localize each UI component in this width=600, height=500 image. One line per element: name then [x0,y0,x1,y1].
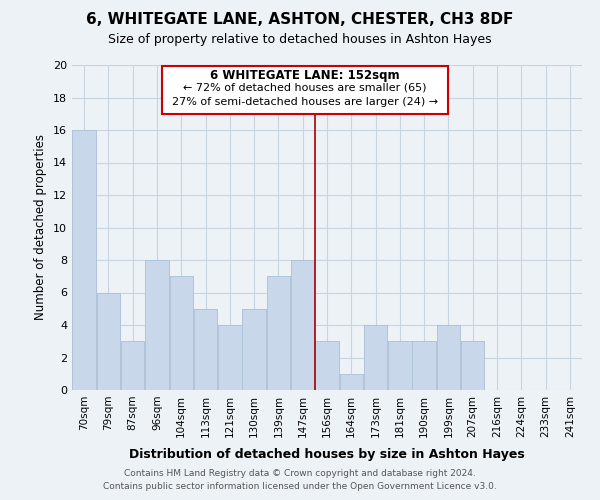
Bar [340,374,363,390]
Bar [73,130,96,390]
Bar [266,276,290,390]
Text: ← 72% of detached houses are smaller (65): ← 72% of detached houses are smaller (65… [184,82,427,93]
Text: Contains public sector information licensed under the Open Government Licence v3: Contains public sector information licen… [103,482,497,491]
Bar [194,308,217,390]
Text: Contains HM Land Registry data © Crown copyright and database right 2024.: Contains HM Land Registry data © Crown c… [124,468,476,477]
FancyBboxPatch shape [162,66,448,114]
Bar [121,341,145,390]
Bar [461,341,484,390]
Bar [364,325,388,390]
Text: 6 WHITEGATE LANE: 152sqm: 6 WHITEGATE LANE: 152sqm [211,69,400,82]
Text: 27% of semi-detached houses are larger (24) →: 27% of semi-detached houses are larger (… [172,98,438,108]
Bar [315,341,339,390]
Bar [170,276,193,390]
Bar [291,260,314,390]
X-axis label: Distribution of detached houses by size in Ashton Hayes: Distribution of detached houses by size … [129,448,525,461]
Bar [437,325,460,390]
Bar [412,341,436,390]
Bar [388,341,412,390]
Bar [218,325,242,390]
Y-axis label: Number of detached properties: Number of detached properties [34,134,47,320]
Bar [97,292,120,390]
Bar [242,308,266,390]
Text: 6, WHITEGATE LANE, ASHTON, CHESTER, CH3 8DF: 6, WHITEGATE LANE, ASHTON, CHESTER, CH3 … [86,12,514,28]
Text: Size of property relative to detached houses in Ashton Hayes: Size of property relative to detached ho… [108,32,492,46]
Bar [145,260,169,390]
